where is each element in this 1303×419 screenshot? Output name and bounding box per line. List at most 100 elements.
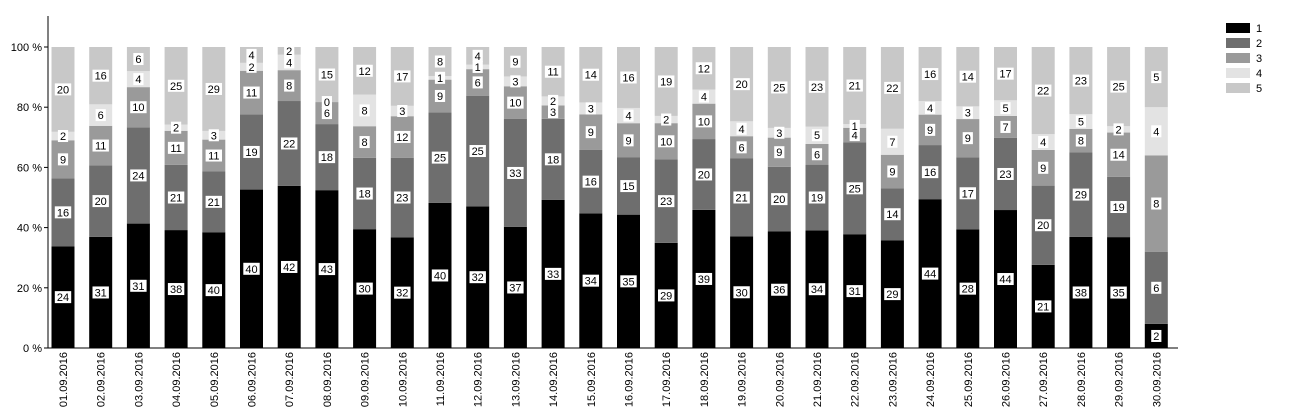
y-tick-label: 40 % (17, 223, 42, 235)
data-label-box (167, 191, 185, 204)
legend-label-2: 2 (1256, 38, 1262, 50)
data-label: 9 (512, 57, 518, 69)
data-label: 11 (208, 151, 219, 163)
data-label: 5 (1002, 103, 1008, 115)
data-label: 5 (1078, 117, 1084, 129)
data-label: 16 (924, 167, 936, 179)
data-label: 9 (927, 125, 933, 137)
data-label: 2 (1116, 124, 1122, 136)
data-label-box (356, 64, 373, 77)
data-label: 29 (1075, 190, 1087, 202)
data-label: 15 (622, 181, 634, 193)
data-label-box (887, 135, 898, 148)
data-label: 4 (1153, 126, 1159, 138)
data-label: 34 (811, 284, 823, 296)
data-label-box (133, 73, 144, 86)
data-label-box (318, 68, 336, 81)
data-label: 24 (132, 170, 144, 182)
data-label: 39 (698, 274, 710, 286)
x-tick-label: 11.09.2016 (435, 352, 447, 406)
x-tick-label: 06.09.2016 (247, 352, 259, 407)
data-label-box (472, 49, 483, 62)
x-tick-label: 23.09.2016 (887, 352, 899, 407)
data-label-box (1151, 281, 1162, 294)
data-label: 4 (625, 111, 631, 123)
data-label: 3 (399, 106, 405, 118)
data-label: 3 (776, 128, 782, 140)
data-label: 34 (585, 276, 597, 288)
data-label: 31 (132, 281, 144, 293)
data-label: 10 (660, 136, 672, 148)
data-label: 9 (588, 127, 594, 139)
data-label: 18 (321, 152, 333, 164)
data-label-box (771, 193, 788, 206)
x-tick-label: 12.09.2016 (473, 352, 485, 407)
legend-swatch-3 (1226, 53, 1250, 63)
data-label-box (585, 126, 596, 139)
data-label-box (774, 126, 785, 139)
data-label-box (54, 83, 72, 96)
data-label-box (54, 291, 72, 304)
data-label-box (95, 109, 106, 122)
x-tick-label: 17.09.2016 (661, 352, 673, 407)
data-label-box (962, 132, 973, 145)
data-label: 37 (509, 282, 521, 294)
data-label: 36 (773, 285, 785, 297)
data-label-box (623, 134, 634, 147)
data-label: 42 (283, 262, 295, 274)
data-label-box (695, 62, 713, 75)
x-tick-label: 26.09.2016 (1001, 352, 1013, 407)
data-label-box (582, 274, 599, 287)
data-label: 44 (924, 269, 936, 281)
data-label: 21 (170, 193, 182, 205)
data-label-box (57, 153, 69, 166)
x-tick-label: 19.09.2016 (737, 352, 749, 407)
data-labels-layer: 2416922031201161631241046382111225402111… (54, 44, 1162, 343)
x-tick-label: 24.09.2016 (925, 352, 937, 407)
data-label-box (359, 136, 370, 149)
data-label: 20 (735, 79, 747, 91)
data-label-box (284, 44, 295, 57)
data-label-box (1000, 120, 1011, 133)
data-label-box (771, 283, 788, 296)
data-label-box (507, 281, 524, 294)
data-label-box (208, 129, 219, 142)
y-tick-label: 80 % (17, 102, 42, 114)
data-label: 22 (283, 138, 295, 150)
data-label: 44 (999, 274, 1011, 286)
legend-label-5: 5 (1256, 83, 1262, 95)
data-label-box (1072, 188, 1090, 201)
legend-swatch-2 (1226, 38, 1250, 48)
data-label: 22 (1037, 86, 1049, 98)
legend-label-1: 1 (1256, 23, 1262, 35)
data-label: 29 (660, 290, 672, 302)
data-label-box (394, 191, 411, 204)
data-label-box (510, 75, 521, 88)
x-tick-label: 27.09.2016 (1038, 352, 1050, 407)
data-label: 6 (98, 110, 104, 122)
data-label: 18 (358, 189, 370, 201)
data-label: 3 (512, 76, 518, 88)
x-tick-label: 08.09.2016 (322, 352, 334, 407)
data-label-box (582, 68, 599, 81)
data-label-box (887, 165, 898, 178)
data-label-box (733, 78, 750, 91)
data-label-box (620, 275, 637, 288)
data-label: 8 (362, 137, 368, 149)
data-label: 9 (1040, 163, 1046, 175)
data-label-box (921, 166, 939, 179)
x-tick-label: 16.09.2016 (624, 352, 636, 407)
data-label-box (281, 260, 298, 273)
data-label: 25 (773, 82, 785, 94)
data-label-box (472, 60, 483, 73)
data-label: 43 (321, 264, 333, 276)
data-label-box (585, 102, 596, 115)
data-label-box (997, 67, 1014, 80)
data-label-box (811, 148, 823, 161)
data-label-box (397, 105, 408, 118)
data-label-box (582, 175, 599, 188)
data-label-box (130, 279, 147, 292)
data-label-box (658, 289, 675, 302)
data-label-box (695, 272, 713, 285)
